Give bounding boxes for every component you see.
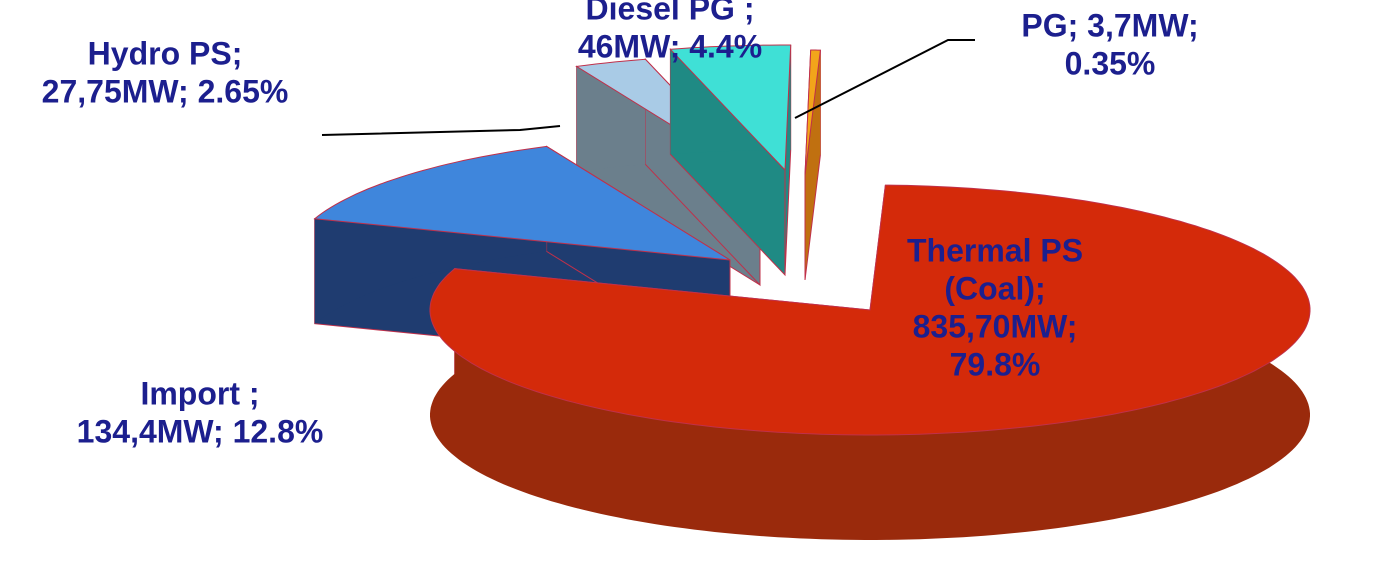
slice bbox=[669, 44, 792, 277]
slice bbox=[429, 184, 1311, 540]
data-label: 835,70MW; bbox=[913, 308, 1078, 344]
data-label: 46MW; 4.4% bbox=[578, 28, 762, 64]
pie bbox=[313, 44, 1311, 540]
data-label: Import ; bbox=[140, 375, 259, 411]
data-label: 79.8% bbox=[950, 346, 1041, 382]
data-label: Solar & Wind bbox=[1011, 0, 1210, 5]
leader-line bbox=[321, 125, 561, 136]
data-label: (Coal); bbox=[944, 270, 1045, 306]
data-label: Hydro PS; bbox=[88, 35, 243, 71]
data-label: 27,75MW; 2.65% bbox=[42, 73, 289, 109]
data-label: PG; 3,7MW; bbox=[1021, 7, 1198, 43]
labels: Thermal PS(Coal);835,70MW;79.8% Import ;1… bbox=[42, 0, 1210, 449]
slice-top bbox=[804, 49, 821, 176]
slice-top bbox=[313, 145, 731, 261]
data-label: 134,4MW; 12.8% bbox=[77, 413, 324, 449]
slice-top bbox=[429, 184, 1311, 436]
slice bbox=[804, 49, 821, 281]
slice-top bbox=[669, 44, 792, 172]
data-label: Thermal PS bbox=[907, 232, 1083, 268]
data-label: Diesel PG ; bbox=[586, 0, 755, 26]
leader-line bbox=[794, 39, 975, 119]
data-label: 0.35% bbox=[1065, 45, 1156, 81]
